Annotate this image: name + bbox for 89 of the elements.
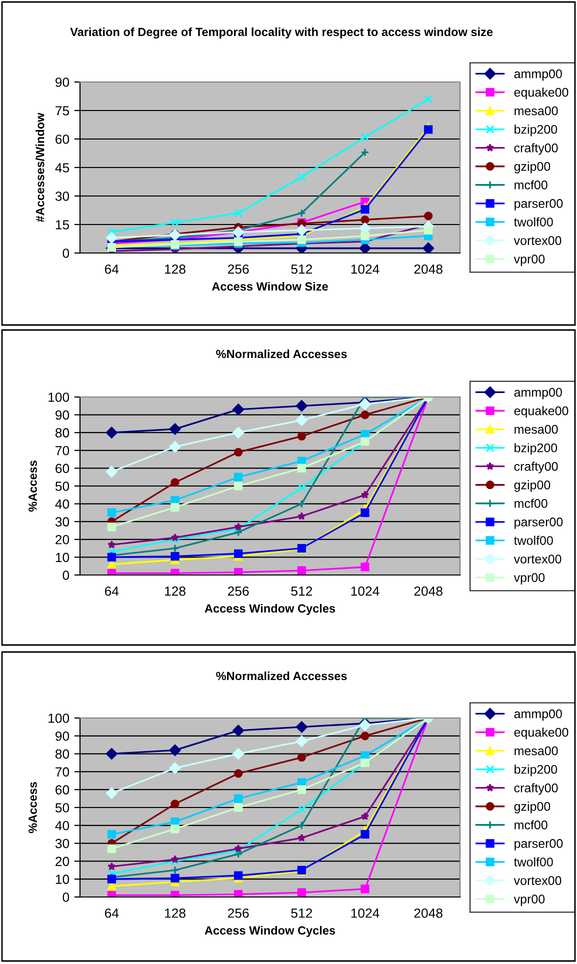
legend-label: crafty00 <box>514 143 558 155</box>
y-tick-label: 45 <box>55 163 70 172</box>
legend-label: parser00 <box>514 199 563 210</box>
x-tick-label: 2048 <box>414 264 442 274</box>
y-tick-label: 70 <box>56 767 70 777</box>
x-tick-label: 1024 <box>351 908 380 918</box>
x-tick-label: 128 <box>165 264 186 274</box>
legend-label: gzip00 <box>514 802 550 814</box>
legend-label: mcf00 <box>514 180 548 190</box>
legend-label: ammp00 <box>514 69 562 81</box>
chart-title: %Normalized Accesses <box>216 349 347 358</box>
y-tick-label: 80 <box>55 749 70 759</box>
x-tick-label: 512 <box>291 586 312 596</box>
legend-label: crafty00 <box>514 462 558 474</box>
y-tick-label: 75 <box>56 106 70 116</box>
y-tick-label: 70 <box>56 446 70 456</box>
y-tick-label: 40 <box>55 499 70 509</box>
legend-label: parser00 <box>514 839 563 850</box>
legend-label: vpr00 <box>514 894 545 906</box>
legend-label: vpr00 <box>514 254 545 266</box>
y-tick-label: 15 <box>56 220 70 230</box>
x-tick-label: 64 <box>105 586 119 596</box>
x-tick-label: 2048 <box>414 908 442 918</box>
y-tick-label: 10 <box>56 552 70 562</box>
y-tick-label: 80 <box>55 428 70 438</box>
legend-label: bzip200 <box>514 124 558 136</box>
legend-label: crafty00 <box>514 783 558 795</box>
x-axis-title: Access Window Size <box>212 282 328 291</box>
legend-label: ammp00 <box>514 388 562 400</box>
legend-label: bzip200 <box>514 764 558 776</box>
x-tick-label: 256 <box>228 908 249 918</box>
legend-label: twolf00 <box>514 217 553 226</box>
x-tick-label: 128 <box>165 908 186 918</box>
x-axis-title: Access Window Cycles <box>204 926 336 937</box>
legend-label: vortex00 <box>514 554 562 564</box>
y-tick-label: 60 <box>56 785 70 795</box>
x-axis-title: Access Window Cycles <box>204 604 336 615</box>
legend-label: equake00 <box>514 728 568 740</box>
x-tick-label: 512 <box>291 908 312 918</box>
y-tick-label: 90 <box>56 731 70 741</box>
legend-label: mesa00 <box>514 424 558 434</box>
legend-label: bzip200 <box>514 443 558 455</box>
y-tick-label: 100 <box>48 714 70 723</box>
y-tick-label: 0 <box>62 248 70 258</box>
x-tick-label: 512 <box>291 264 312 274</box>
legend-label: equake00 <box>514 88 568 100</box>
legend-label: vortex00 <box>514 236 562 245</box>
y-tick-label: 30 <box>55 517 70 527</box>
legend-label: mcf00 <box>514 498 548 508</box>
legend-label: mcf00 <box>514 820 548 830</box>
legend-label: gzip00 <box>514 480 550 492</box>
x-tick-label: 1024 <box>351 264 380 274</box>
y-tick-label: 20 <box>56 534 70 544</box>
y-tick-label: 30 <box>55 838 70 848</box>
legend-label: twolf00 <box>514 536 553 545</box>
y-tick-label: 100 <box>48 392 70 402</box>
y-tick-label: 0 <box>62 570 70 580</box>
legend-label: ammp00 <box>514 709 562 721</box>
y-axis-title: %Access <box>28 460 37 512</box>
x-tick-label: 64 <box>105 264 119 274</box>
y-tick-label: 40 <box>55 820 70 830</box>
legend-label: twolf00 <box>514 857 553 866</box>
y-tick-label: 60 <box>56 464 70 474</box>
chart-title: Variation of Degree of Temporal locality with respect to access window size <box>70 27 493 39</box>
x-tick-label: 2048 <box>414 586 442 596</box>
legend-label: vortex00 <box>514 876 562 885</box>
y-tick-label: 10 <box>56 874 70 884</box>
legend-label: equake00 <box>514 406 568 418</box>
y-tick-label: 60 <box>56 134 70 144</box>
y-tick-label: 30 <box>55 192 70 201</box>
y-tick-label: 90 <box>56 78 70 87</box>
y-tick-label: 90 <box>56 410 70 420</box>
legend-label: gzip00 <box>514 162 550 174</box>
x-tick-label: 1024 <box>351 586 380 596</box>
y-axis-title: %Access <box>28 782 37 834</box>
legend-label: mesa00 <box>514 106 558 116</box>
x-tick-label: 256 <box>228 264 249 274</box>
y-tick-label: 0 <box>62 892 70 902</box>
x-tick-label: 128 <box>165 586 186 596</box>
x-tick-label: 256 <box>228 586 249 596</box>
legend-label: vpr00 <box>514 573 545 584</box>
y-tick-label: 50 <box>55 482 70 491</box>
y-tick-label: 20 <box>56 856 70 866</box>
x-tick-label: 64 <box>105 908 119 918</box>
legend-label: parser00 <box>514 518 563 529</box>
legend-label: mesa00 <box>514 746 558 756</box>
chart-title: %Normalized Accesses <box>216 671 347 680</box>
y-tick-label: 50 <box>55 803 70 812</box>
y-axis-title: #Accesses/Window <box>36 112 44 222</box>
